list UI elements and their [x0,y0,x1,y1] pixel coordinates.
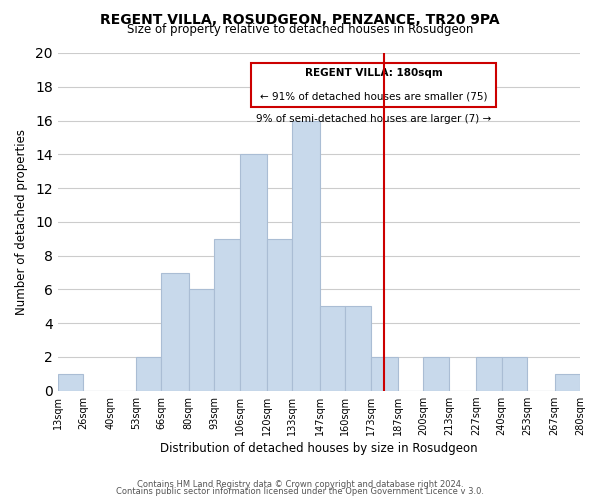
Bar [320,306,345,390]
Text: ← 91% of detached houses are smaller (75): ← 91% of detached houses are smaller (75… [260,91,487,101]
X-axis label: Distribution of detached houses by size in Rosudgeon: Distribution of detached houses by size … [160,442,478,455]
Bar [267,238,292,390]
Text: REGENT VILLA, ROSUDGEON, PENZANCE, TR20 9PA: REGENT VILLA, ROSUDGEON, PENZANCE, TR20 … [100,12,500,26]
Bar [161,272,188,390]
Text: Contains public sector information licensed under the Open Government Licence v : Contains public sector information licen… [116,487,484,496]
Bar [214,238,239,390]
Bar [502,357,527,390]
Text: Contains HM Land Registry data © Crown copyright and database right 2024.: Contains HM Land Registry data © Crown c… [137,480,463,489]
Text: REGENT VILLA: 180sqm: REGENT VILLA: 180sqm [305,68,443,78]
Bar [424,357,449,390]
Text: 9% of semi-detached houses are larger (7) →: 9% of semi-detached houses are larger (7… [256,114,491,124]
Bar [188,290,214,390]
Bar [292,120,320,390]
Bar [239,154,267,390]
Bar [554,374,580,390]
Y-axis label: Number of detached properties: Number of detached properties [15,129,28,315]
Bar [371,357,398,390]
Bar [58,374,83,390]
Bar [345,306,371,390]
Text: Size of property relative to detached houses in Rosudgeon: Size of property relative to detached ho… [127,22,473,36]
Text: REGENT VILLA: 180sqm
← 91% of detached houses are smaller (75)
9% of semi-detach: REGENT VILLA: 180sqm ← 91% of detached h… [256,68,491,102]
Bar [476,357,502,390]
Bar [136,357,161,390]
